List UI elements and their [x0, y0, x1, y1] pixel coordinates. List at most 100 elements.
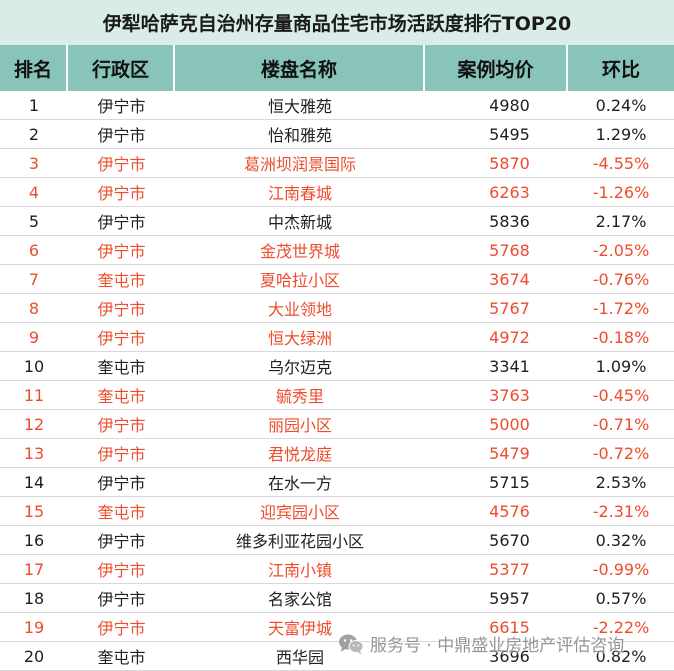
- district-cell: 伊宁市: [97, 619, 146, 638]
- average-price-cell: 6263: [489, 182, 530, 202]
- rank-cell: 6: [28, 240, 40, 260]
- district-cell: 伊宁市: [97, 445, 146, 464]
- table-row: 16 伊宁市 维多利亚花园小区 5670 0.32%: [0, 526, 674, 555]
- project-name-cell: 维多利亚花园小区: [235, 532, 364, 551]
- table-row: 4 伊宁市 江南春城 6263 -1.26%: [0, 178, 674, 207]
- change-cell: -0.45%: [592, 385, 650, 405]
- table-header-row: 排名 行政区 楼盘名称 案例均价 环比: [0, 45, 674, 91]
- rank-cell: 12: [23, 414, 45, 434]
- average-price-cell: 5957: [489, 588, 530, 608]
- change-cell: 2.17%: [595, 211, 647, 231]
- rank-cell: 4: [28, 182, 40, 202]
- table-row: 14 伊宁市 在水一方 5715 2.53%: [0, 468, 674, 497]
- change-cell: 0.32%: [595, 530, 647, 550]
- project-name-cell: 天富伊城: [267, 619, 332, 638]
- average-price-cell: 3341: [489, 356, 530, 376]
- column-header-district: 行政区: [68, 45, 175, 91]
- change-cell: -0.18%: [592, 327, 650, 347]
- district-cell: 伊宁市: [97, 300, 146, 319]
- change-cell: -0.76%: [592, 269, 650, 289]
- district-cell: 奎屯市: [97, 648, 146, 667]
- table-row: 1 伊宁市 恒大雅苑 4980 0.24%: [0, 91, 674, 120]
- project-name-cell: 江南春城: [267, 184, 332, 203]
- table-row: 10 奎屯市 乌尔迈克 3341 1.09%: [0, 352, 674, 381]
- rank-cell: 7: [28, 269, 40, 289]
- change-cell: 1.29%: [595, 124, 647, 144]
- average-price-cell: 3763: [489, 385, 530, 405]
- table-row: 7 奎屯市 夏哈拉小区 3674 -0.76%: [0, 265, 674, 294]
- average-price-cell: 6615: [489, 617, 530, 637]
- district-cell: 伊宁市: [97, 474, 146, 493]
- change-cell: -2.31%: [592, 501, 650, 521]
- table-row: 11 奎屯市 毓秀里 3763 -0.45%: [0, 381, 674, 410]
- change-cell: 0.24%: [595, 95, 647, 115]
- rank-cell: 10: [23, 356, 45, 376]
- table-row: 19 伊宁市 天富伊城 6615 -2.22%: [0, 613, 674, 642]
- average-price-cell: 5479: [489, 443, 530, 463]
- table-row: 12 伊宁市 丽园小区 5000 -0.71%: [0, 410, 674, 439]
- rank-cell: 20: [23, 646, 45, 666]
- average-price-cell: 3674: [489, 269, 530, 289]
- table-row: 2 伊宁市 怡和雅苑 5495 1.29%: [0, 120, 674, 149]
- average-price-cell: 4980: [489, 95, 530, 115]
- average-price-cell: 5836: [489, 211, 530, 231]
- project-name-cell: 金茂世界城: [259, 242, 340, 261]
- district-cell: 伊宁市: [97, 184, 146, 203]
- table-title: 伊犁哈萨克自治州存量商品住宅市场活跃度排行TOP20: [0, 0, 674, 45]
- table-row: 3 伊宁市 葛洲坝润景国际 5870 -4.55%: [0, 149, 674, 178]
- project-name-cell: 江南小镇: [267, 561, 332, 580]
- district-cell: 奎屯市: [97, 387, 146, 406]
- change-cell: -1.26%: [592, 182, 650, 202]
- rank-cell: 14: [23, 472, 45, 492]
- average-price-cell: 3696: [489, 646, 530, 666]
- project-name-cell: 葛洲坝润景国际: [243, 155, 356, 174]
- district-cell: 奎屯市: [97, 503, 146, 522]
- district-cell: 伊宁市: [97, 532, 146, 551]
- average-price-cell: 5377: [489, 559, 530, 579]
- district-cell: 伊宁市: [97, 416, 146, 435]
- table-row: 17 伊宁市 江南小镇 5377 -0.99%: [0, 555, 674, 584]
- rank-cell: 15: [23, 501, 45, 521]
- district-cell: 伊宁市: [97, 155, 146, 174]
- district-cell: 伊宁市: [97, 213, 146, 232]
- average-price-cell: 5767: [489, 298, 530, 318]
- column-header-project-name: 楼盘名称: [175, 45, 425, 91]
- change-cell: -0.99%: [592, 559, 650, 579]
- change-cell: 0.82%: [595, 646, 647, 666]
- project-name-cell: 恒大绿洲: [267, 329, 332, 348]
- rank-cell: 2: [28, 124, 40, 144]
- rank-cell: 11: [23, 385, 45, 405]
- project-name-cell: 乌尔迈克: [267, 358, 332, 377]
- average-price-cell: 5715: [489, 472, 530, 492]
- table-body: 1 伊宁市 恒大雅苑 4980 0.24% 2 伊宁市 怡和雅苑 5495 1.29% 3 伊宁市 葛洲…: [0, 91, 674, 671]
- district-cell: 奎屯市: [97, 358, 146, 377]
- change-cell: -1.72%: [592, 298, 650, 318]
- project-name-cell: 丽园小区: [267, 416, 332, 435]
- table-row: 15 奎屯市 迎宾园小区 4576 -2.31%: [0, 497, 674, 526]
- table-row: 9 伊宁市 恒大绿洲 4972 -0.18%: [0, 323, 674, 352]
- district-cell: 伊宁市: [97, 590, 146, 609]
- rank-cell: 17: [23, 559, 45, 579]
- district-cell: 伊宁市: [97, 126, 146, 145]
- district-cell: 伊宁市: [97, 242, 146, 261]
- rank-cell: 1: [28, 95, 40, 115]
- project-name-cell: 在水一方: [267, 474, 332, 493]
- project-name-cell: 名家公馆: [267, 590, 332, 609]
- average-price-cell: 5495: [489, 124, 530, 144]
- change-cell: 1.09%: [595, 356, 647, 376]
- table-row: 8 伊宁市 大业领地 5767 -1.72%: [0, 294, 674, 323]
- change-cell: -0.71%: [592, 414, 650, 434]
- column-header-change: 环比: [601, 58, 640, 81]
- wechat-icon: [338, 633, 364, 655]
- project-name-cell: 夏哈拉小区: [259, 271, 340, 290]
- district-cell: 伊宁市: [97, 97, 146, 116]
- rank-cell: 18: [23, 588, 45, 608]
- rank-cell: 8: [28, 298, 40, 318]
- project-name-cell: 怡和雅苑: [267, 126, 332, 145]
- average-price-cell: 5670: [489, 530, 530, 550]
- district-cell: 伊宁市: [97, 329, 146, 348]
- column-header-rank: 排名: [0, 45, 68, 91]
- change-cell: 0.57%: [595, 588, 647, 608]
- watermark-text: 服务号 · 中鼎盛业房地产评估咨询: [370, 636, 625, 656]
